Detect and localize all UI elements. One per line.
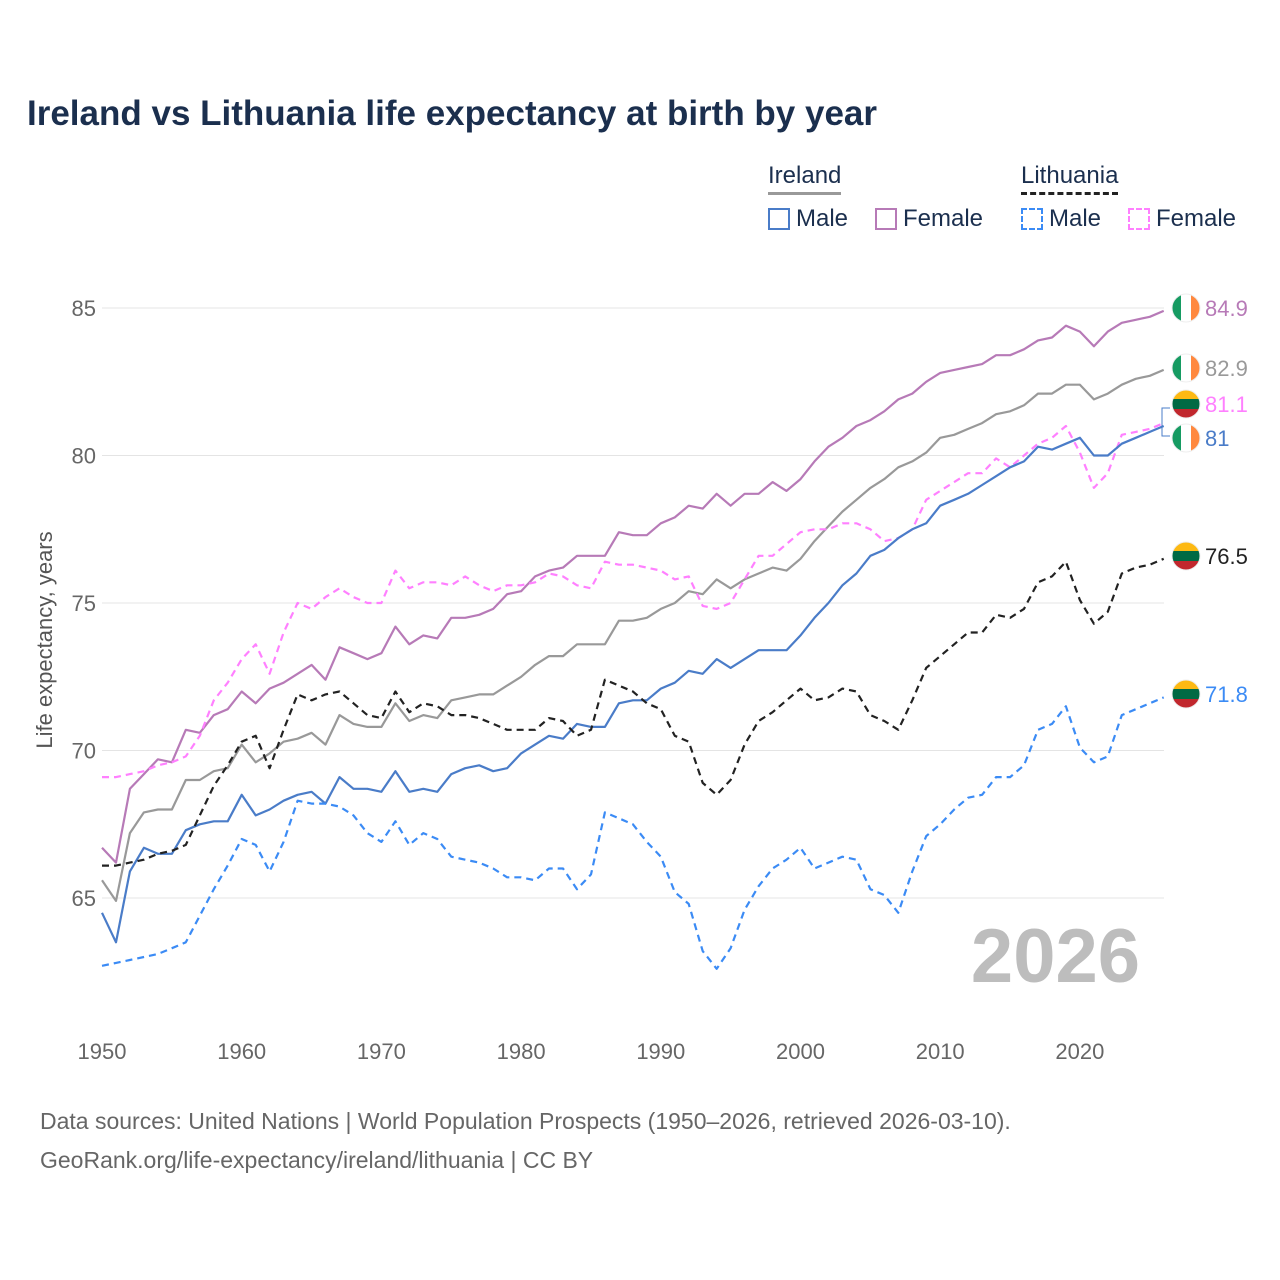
legend-swatch xyxy=(768,208,790,230)
end-value-label: 84.9 xyxy=(1205,296,1248,321)
legend-ireland-female[interactable]: Female xyxy=(875,205,983,233)
series-line-lithuania-male xyxy=(101,696,1165,970)
y-tick-label: 70 xyxy=(72,739,96,764)
series-line-ireland-total xyxy=(101,368,1165,902)
legend-swatch xyxy=(1021,208,1043,230)
end-value-label: 76.5 xyxy=(1205,544,1248,569)
y-tick-label: 85 xyxy=(72,296,96,321)
y-axis-label: Life expectancy, years xyxy=(32,531,57,748)
series-line-lithuania-total xyxy=(102,557,1165,867)
x-tick-label: 2010 xyxy=(916,1039,965,1064)
x-tick-label: 1950 xyxy=(78,1039,127,1064)
source-line-1: Data sources: United Nations | World Pop… xyxy=(40,1108,1011,1134)
x-tick-label: 1960 xyxy=(217,1039,266,1064)
end-value-label: 82.9 xyxy=(1205,356,1248,381)
lithuania-flag-icon xyxy=(1171,541,1201,571)
x-tick-label: 1990 xyxy=(636,1039,685,1064)
legend-lithuania-male[interactable]: Male xyxy=(1021,205,1101,233)
legend-group-ireland: Ireland xyxy=(768,162,842,195)
source-link[interactable]: GeoRank.org/life-expectancy/ireland/lith… xyxy=(40,1147,594,1173)
lithuania-flag-icon xyxy=(1171,679,1201,709)
label-connector xyxy=(1161,407,1170,437)
legend-label: Male xyxy=(1049,205,1102,232)
end-value-label: 71.8 xyxy=(1205,682,1248,707)
series-line-ireland-male xyxy=(101,424,1165,944)
end-value-label: 81 xyxy=(1205,426,1229,451)
x-tick-label: 1980 xyxy=(497,1039,546,1064)
legend-swatch xyxy=(1128,208,1150,230)
chart-title: Ireland vs Lithuania life expectancy at … xyxy=(27,94,878,133)
legend-group-lithuania: Lithuania xyxy=(1021,162,1119,195)
x-tick-label: 2000 xyxy=(776,1039,825,1064)
legend-label: Female xyxy=(903,205,984,232)
y-tick-label: 65 xyxy=(72,886,96,911)
ireland-flag-icon xyxy=(1171,353,1201,383)
ireland-flag-icon xyxy=(1171,423,1201,453)
legend-label: Female xyxy=(1156,205,1237,232)
legend-swatch xyxy=(875,208,897,230)
y-tick-label: 80 xyxy=(72,444,96,469)
legend-lithuania-female[interactable]: Female xyxy=(1128,205,1236,233)
series-line-ireland-female xyxy=(101,309,1165,864)
lithuania-flag-icon xyxy=(1171,389,1201,419)
ireland-flag-icon xyxy=(1171,293,1201,323)
y-tick-label: 75 xyxy=(72,591,96,616)
x-tick-label: 2020 xyxy=(1055,1039,1104,1064)
end-value-label: 81.1 xyxy=(1205,392,1248,417)
legend-label: Male xyxy=(796,205,849,232)
year-watermark: 2026 xyxy=(971,914,1140,999)
legend-ireland-male[interactable]: Male xyxy=(768,205,848,233)
x-tick-label: 1970 xyxy=(357,1039,406,1064)
series-line-lithuania-female xyxy=(102,422,1165,779)
